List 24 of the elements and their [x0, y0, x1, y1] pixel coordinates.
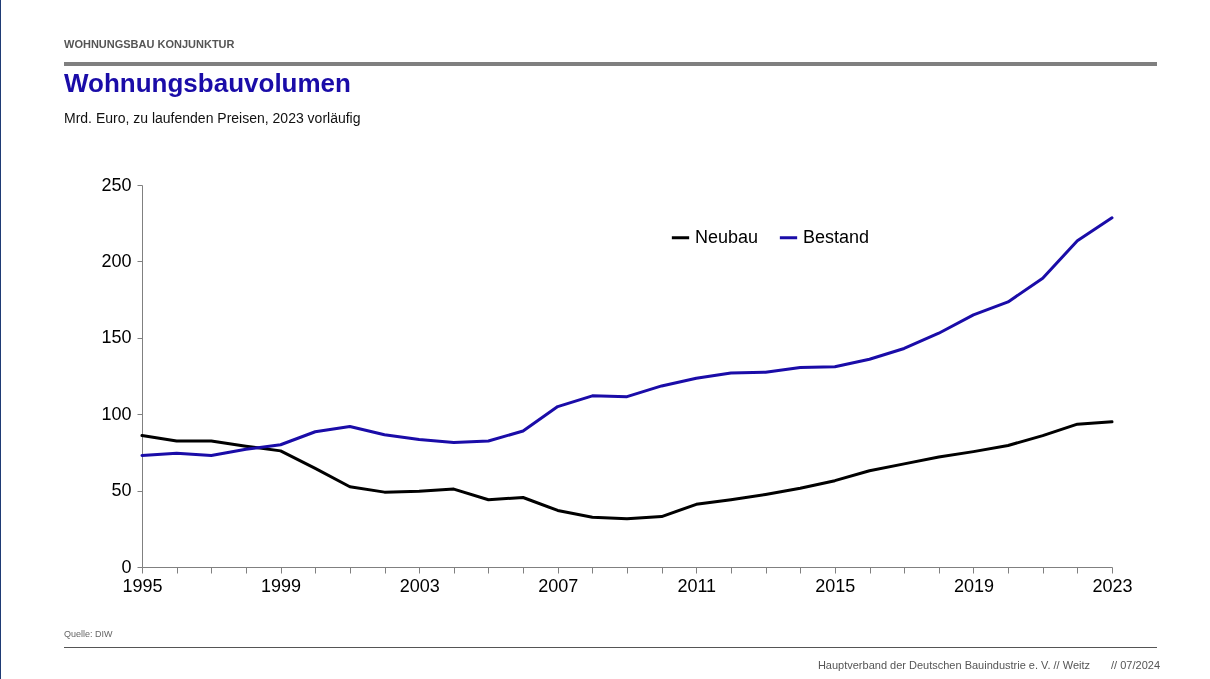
x-tick-label: 2015 [815, 575, 856, 596]
legend-label: Neubau [695, 226, 759, 247]
x-tick-label: 2011 [677, 575, 717, 596]
y-tick-label: 250 [101, 174, 132, 195]
x-tick-label: 1999 [261, 575, 302, 596]
line-series [140, 420, 1114, 521]
text: Hauptverband der Deutschen Bauindustrie e. V. // Weitz [817, 659, 1090, 671]
text: WOHNUNGSBAU KONJUNKTUR [64, 38, 235, 50]
y-tick-label: 150 [101, 327, 132, 348]
y-tick-label: 50 [111, 480, 132, 501]
x-tick-label: 2023 [1092, 575, 1133, 596]
text: // 07/2024 [1111, 659, 1160, 671]
chart-title: Wohnungsbauvolumen [64, 68, 351, 99]
y-tick-label: 200 [101, 250, 132, 271]
legend-label: Bestand [803, 226, 870, 247]
source-note: Quelle: DIW [64, 629, 113, 639]
line-series [140, 216, 1114, 457]
x-tick-label: 2007 [538, 575, 579, 596]
x-tick-label: 2019 [953, 575, 994, 596]
x-tick-label: 1995 [122, 575, 163, 596]
x-tick-label: 2003 [399, 575, 440, 596]
chart-subtitle: Mrd. Euro, zu laufenden Preisen, 2023 vorläufig [64, 110, 361, 126]
y-tick-label: 0 [121, 556, 132, 577]
y-tick-label: 100 [101, 403, 132, 424]
